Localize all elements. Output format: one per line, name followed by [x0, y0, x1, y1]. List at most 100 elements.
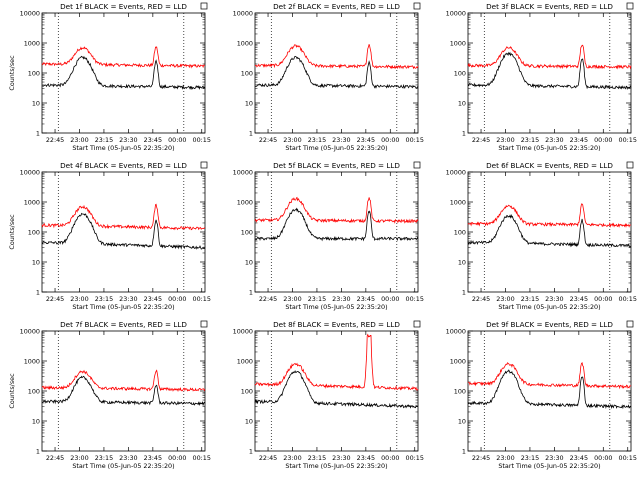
y-tick-label: 100: [454, 228, 466, 236]
y-tick-label: 1: [462, 129, 466, 137]
x-tick-label: 23:45: [570, 295, 588, 303]
x-tick-label: 22:45: [46, 136, 64, 144]
x-tick-label: 22:45: [46, 454, 64, 462]
panel-title: Det 8f BLACK = Events, RED = LLD: [273, 320, 400, 329]
x-tick-label: 23:15: [95, 136, 113, 144]
y-tick-label: 100: [241, 387, 253, 395]
x-axis-label: Start Time (05-Jun-05 22:35:20): [285, 144, 387, 152]
events-series-line: [41, 375, 206, 407]
y-tick-label: 10: [32, 417, 40, 425]
x-tick-label: 23:15: [308, 136, 326, 144]
y-tick-label: 1: [462, 288, 466, 296]
panel-1: Det 1f BLACK = Events, RED = LLD 1 10 100 10…: [8, 2, 211, 152]
x-tick-label: 23:15: [95, 454, 113, 462]
panel-5: Det 5f BLACK = Events, RED = LLD 1 10 100 10…: [233, 161, 424, 311]
x-tick-label: 23:30: [119, 454, 137, 462]
panel-6: Det 6f BLACK = Events, RED = LLD 1 10 100 10…: [446, 161, 637, 311]
x-tick-label: 22:45: [259, 454, 277, 462]
y-tick-label: 10: [32, 258, 40, 266]
y-tick-label: 1: [249, 129, 253, 137]
y-tick-label: 10: [245, 99, 253, 107]
x-tick-label: 22:45: [46, 295, 64, 303]
events-series-line: [467, 213, 632, 248]
panel-title: Det 1f BLACK = Events, RED = LLD: [60, 2, 187, 11]
events-series-line: [254, 207, 419, 242]
panel-title: Det 3f BLACK = Events, RED = LLD: [486, 2, 613, 11]
y-tick-label: 10000: [20, 327, 40, 335]
x-tick-label: 23:45: [357, 136, 375, 144]
x-tick-label: 00:00: [381, 295, 399, 303]
lld-series-line: [41, 369, 206, 393]
events-series-line: [41, 55, 206, 91]
panels: Det 1f BLACK = Events, RED = LLD11010010…: [8, 2, 637, 470]
events-series-line: [467, 369, 632, 410]
x-tick-label: 22:45: [259, 136, 277, 144]
lld-series-line: [467, 44, 632, 70]
lld-series-line: [41, 203, 206, 231]
x-tick-label: 23:45: [357, 454, 375, 462]
y-axis-label: Counts/sec: [8, 55, 16, 91]
x-tick-label: 00:15: [406, 136, 424, 144]
x-tick-label: 23:45: [357, 295, 375, 303]
legend-box: [413, 2, 421, 10]
x-tick-label: 23:30: [119, 295, 137, 303]
legend-box: [626, 2, 634, 10]
x-tick-label: 23:30: [545, 295, 563, 303]
x-tick-label: 00:15: [619, 136, 637, 144]
legend-box: [200, 320, 208, 328]
panel-title: Det 9f BLACK = Events, RED = LLD: [486, 320, 613, 329]
y-tick-label: 10: [458, 99, 466, 107]
y-tick-label: 10000: [233, 9, 253, 17]
x-axis-label: Start Time (05-Jun-05 22:35:20): [498, 462, 600, 470]
x-tick-label: 00:00: [594, 295, 612, 303]
panel-title: Det 7f BLACK = Events, RED = LLD: [60, 320, 187, 329]
x-tick-label: 00:15: [193, 295, 211, 303]
legend-box: [413, 320, 421, 328]
x-tick-label: 23:15: [521, 295, 539, 303]
x-tick-label: 22:45: [472, 454, 490, 462]
y-tick-label: 1000: [237, 198, 253, 206]
events-series-line: [254, 370, 419, 409]
x-tick-label: 23:30: [332, 295, 350, 303]
x-tick-label: 23:00: [70, 295, 88, 303]
y-tick-label: 1000: [24, 39, 40, 47]
x-tick-label: 23:15: [308, 454, 326, 462]
y-tick-label: 1: [36, 288, 40, 296]
y-axis-label: Counts/sec: [8, 214, 16, 250]
y-tick-label: 100: [454, 387, 466, 395]
panel-9: Det 9f BLACK = Events, RED = LLD 1 10 100 10…: [446, 320, 637, 470]
y-tick-label: 10: [458, 417, 466, 425]
events-series-line: [254, 55, 419, 89]
x-tick-label: 22:45: [259, 295, 277, 303]
x-tick-label: 23:15: [95, 295, 113, 303]
y-tick-label: 10: [245, 258, 253, 266]
events-series-line: [467, 51, 632, 91]
x-tick-label: 23:45: [144, 454, 162, 462]
x-tick-label: 22:45: [472, 136, 490, 144]
x-tick-label: 23:45: [144, 295, 162, 303]
y-tick-label: 100: [241, 228, 253, 236]
y-tick-label: 100: [454, 69, 466, 77]
x-tick-label: 23:30: [545, 454, 563, 462]
lld-series-line: [254, 196, 419, 224]
y-tick-label: 10: [245, 417, 253, 425]
y-tick-label: 1000: [24, 357, 40, 365]
events-series-line: [41, 212, 206, 250]
y-tick-label: 100: [28, 387, 40, 395]
x-axis-label: Start Time (05-Jun-05 22:35:20): [72, 462, 174, 470]
legend-box: [626, 161, 634, 169]
x-tick-label: 23:15: [521, 454, 539, 462]
x-tick-label: 23:00: [496, 295, 514, 303]
x-tick-label: 00:15: [619, 295, 637, 303]
legend-box: [626, 320, 634, 328]
x-tick-label: 23:30: [332, 136, 350, 144]
x-tick-label: 23:00: [70, 136, 88, 144]
x-tick-label: 23:00: [283, 136, 301, 144]
y-tick-label: 10000: [233, 168, 253, 176]
x-tick-label: 00:00: [381, 454, 399, 462]
x-tick-label: 00:15: [619, 454, 637, 462]
lld-series-line: [254, 44, 419, 70]
x-tick-label: 00:15: [406, 295, 424, 303]
x-tick-label: 00:00: [594, 136, 612, 144]
